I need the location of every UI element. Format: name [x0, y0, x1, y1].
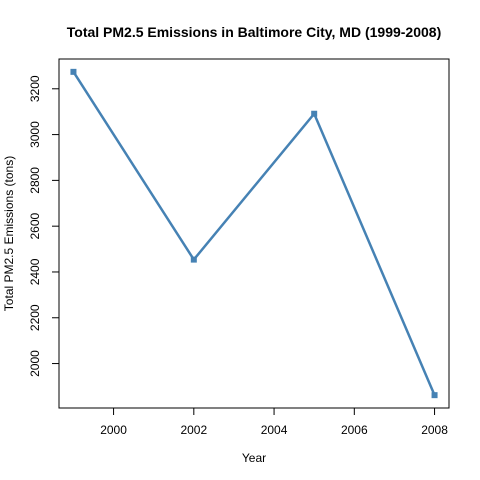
x-axis: 2000 2002 2004 2006 2008	[100, 407, 448, 437]
x-tick-label: 2006	[341, 423, 368, 437]
y-axis-label: Total PM2.5 Emissions (tons)	[2, 156, 16, 311]
y-tick-label: 2000	[28, 350, 42, 377]
plot-area	[58, 58, 450, 409]
data-point	[311, 110, 318, 117]
y-tick-label: 2200	[28, 304, 42, 331]
x-tick-label: 2008	[421, 423, 448, 437]
data-point	[190, 256, 197, 263]
series-layer	[70, 68, 438, 399]
y-tick-label: 2400	[28, 258, 42, 285]
chart-title: Total PM2.5 Emissions in Baltimore City,…	[67, 24, 441, 40]
y-tick-label: 2600	[28, 213, 42, 240]
data-point	[70, 68, 77, 75]
y-axis: 2000 2200 2400 2600 2800 3000 3200	[28, 75, 60, 377]
series-line	[72, 71, 436, 396]
data-point	[431, 392, 438, 399]
y-tick-label: 3000	[28, 121, 42, 148]
y-tick-label: 2800	[28, 167, 42, 194]
x-tick-label: 2000	[100, 423, 127, 437]
x-axis-label: Year	[242, 451, 266, 465]
x-tick-label: 2002	[180, 423, 207, 437]
y-tick-label: 3200	[28, 75, 42, 102]
x-tick-label: 2004	[261, 423, 288, 437]
